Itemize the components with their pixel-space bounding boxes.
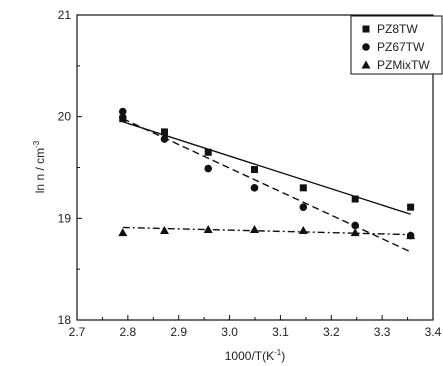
data-points <box>118 107 416 240</box>
point-pzmixtw-5 <box>350 228 360 237</box>
point-pzmixtw-4 <box>298 226 308 235</box>
point-pz8tw-5 <box>351 195 359 203</box>
x-tick-label-5: 3.2 <box>323 325 340 339</box>
legend-label-pzmixtw: PZMixTW <box>377 58 430 72</box>
y-tick-label-2: 20 <box>58 110 72 124</box>
x-tick-label-7: 3.4 <box>425 325 442 339</box>
fit-line-pzmixtw <box>122 226 411 236</box>
point-pz67tw-0 <box>118 107 127 116</box>
y-tick-label-1: 19 <box>58 211 72 225</box>
fit-line-pz8tw <box>122 121 411 215</box>
x-axis-label-main: 1000/T(K <box>225 349 274 363</box>
x-tick-label-6: 3.3 <box>374 325 391 339</box>
x-tick-label-1: 2.8 <box>120 325 137 339</box>
y-axis-label-exponent: -3 <box>32 140 41 148</box>
x-axis-label-end: ) <box>281 349 285 363</box>
point-pz67tw-3 <box>204 164 213 173</box>
legend-marker-pz67tw <box>362 43 370 51</box>
x-axis-label: 1000/T(K-1) <box>225 348 285 363</box>
legend-marker-pzmixtw <box>361 60 371 69</box>
y-axis-label: ln n / cm-3 <box>32 140 47 193</box>
y-tick-label-3: 21 <box>58 8 72 22</box>
point-pz67tw-1 <box>118 113 127 122</box>
point-pz8tw-2 <box>204 148 212 156</box>
x-tick-label-3: 3.0 <box>221 325 238 339</box>
point-pz67tw-4 <box>250 184 259 192</box>
x-tick-label-4: 3.1 <box>272 325 289 339</box>
point-pzmixtw-3 <box>249 225 259 234</box>
fit-lines <box>122 118 411 253</box>
point-pzmixtw-6 <box>406 231 416 240</box>
fit-line-pz67tw <box>122 118 411 253</box>
legend-markers <box>361 25 371 69</box>
point-pz8tw-6 <box>407 203 415 211</box>
point-pz8tw-1 <box>160 128 168 136</box>
x-axis-label-exponent: -1 <box>274 348 282 357</box>
y-axis-label-main: ln n / cm <box>33 148 47 193</box>
x-tick-label-2: 2.9 <box>170 325 187 339</box>
legend-label-pz8tw: PZ8TW <box>377 22 418 36</box>
y-tick-label-0: 18 <box>58 313 72 327</box>
point-pzmixtw-1 <box>159 226 169 235</box>
point-pz67tw-5 <box>299 203 308 211</box>
point-pz8tw-4 <box>299 184 307 192</box>
point-pz8tw-3 <box>250 166 258 174</box>
point-pz67tw-2 <box>160 135 169 143</box>
point-pz67tw-6 <box>351 221 359 230</box>
point-pzmixtw-0 <box>118 228 128 237</box>
legend-label-pz67tw: PZ67TW <box>377 40 425 54</box>
legend-marker-pz8tw <box>362 25 370 33</box>
axis-ticks: 2.7 2.8 2.9 3.0 3.1 3.2 3.3 3.4 18 19 20 21 <box>58 8 442 339</box>
point-pzmixtw-2 <box>203 225 213 234</box>
x-tick-label-0: 2.7 <box>69 325 86 339</box>
legend: PZ8TW PZ67TW PZMixTW <box>350 15 443 75</box>
